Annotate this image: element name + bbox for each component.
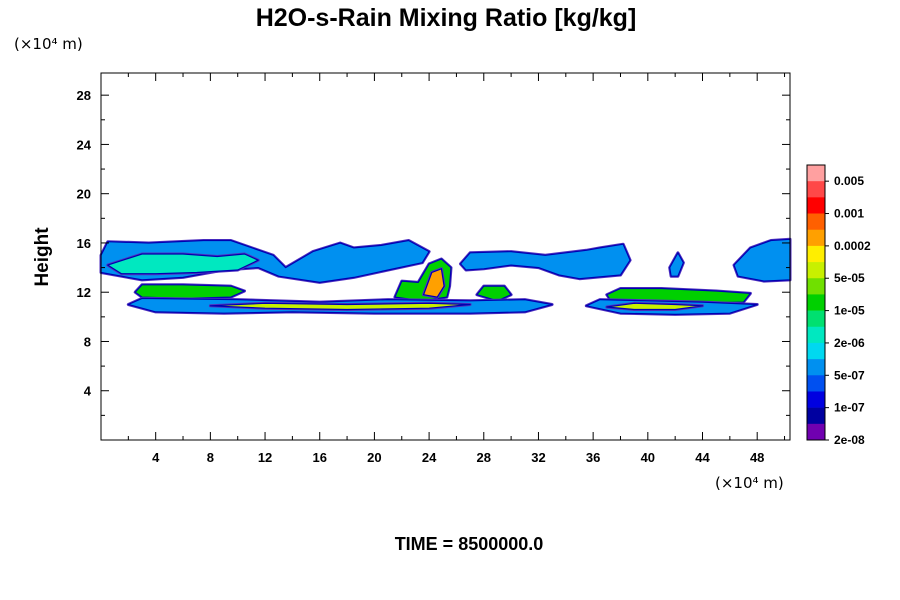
colorbar-swatch [807, 407, 825, 425]
colorbar-label-3: 5e-05 [834, 271, 865, 285]
colorbar-swatch [807, 391, 825, 408]
y-tick-label-4: 4 [84, 384, 92, 399]
x-unit-label: (×10⁴ m) [715, 474, 784, 492]
colorbar: 0.005 0.001 0.0002 5e-05 1e-05 2e-06 5e-07 1e-0… [806, 164, 871, 447]
colorbar-frame [806, 164, 826, 441]
plot-area [99, 237, 792, 316]
x-tick-label-40: 40 [641, 450, 655, 465]
y-tick-label-8: 8 [84, 334, 91, 349]
colorbar-swatch [807, 342, 825, 360]
contour-isolated-cell [668, 251, 685, 278]
x-tick-label-28: 28 [477, 450, 491, 465]
colorbar-swatch [807, 310, 825, 328]
y-axis-title: Height [32, 227, 53, 287]
colorbar-label-2: 0.0002 [834, 239, 871, 253]
colorbar-swatch [807, 326, 825, 344]
y-tick-label-20: 20 [77, 187, 91, 202]
contour-lower-band-west-core [208, 301, 472, 311]
contour-upper-band-east [459, 242, 632, 281]
colorbar-swatch [807, 375, 825, 392]
x-tick-label-24: 24 [422, 450, 437, 465]
colorbar-swatch [807, 278, 825, 295]
contour-mid-cluster-west [133, 283, 246, 300]
colorbar-swatch [807, 359, 825, 376]
y-tick-label-24: 24 [77, 137, 92, 152]
colorbar-swatch [807, 197, 825, 214]
colorbar-label-8: 2e-08 [834, 433, 865, 447]
chart-title: H2O-s-Rain Mixing Ratio [kg/kg] [256, 4, 637, 32]
colorbar-swatch [807, 165, 825, 182]
y-tick-label-12: 12 [77, 285, 91, 300]
contour-upper-band-far-east [732, 237, 792, 283]
colorbar-label-1: 0.001 [834, 207, 864, 221]
colorbar-swatch [807, 262, 825, 279]
x-tick-label-12: 12 [258, 450, 272, 465]
x-tick-label-44: 44 [695, 450, 710, 465]
colorbar-swatch [807, 181, 825, 198]
colorbar-swatch [807, 213, 825, 231]
colorbar-label-6: 5e-07 [834, 368, 865, 382]
y-tick-label-16: 16 [77, 236, 91, 251]
y-unit-label: (×10⁴ m) [14, 35, 83, 53]
y-tick-label-28: 28 [77, 88, 91, 103]
time-label: TIME = 8500000.0 [395, 534, 544, 554]
colorbar-label-7: 1e-07 [834, 401, 865, 415]
contour-upper-band-core [106, 252, 260, 276]
x-tick-label-8: 8 [207, 450, 214, 465]
colorbar-swatch [807, 294, 825, 311]
x-tick-label-16: 16 [312, 450, 326, 465]
colorbar-swatch [807, 229, 825, 247]
plot-frame [100, 72, 791, 441]
colorbar-label-5: 2e-06 [834, 336, 865, 350]
x-tick-label-48: 48 [750, 450, 764, 465]
contour-small-cell [475, 284, 513, 303]
x-tick-label-4: 4 [152, 450, 160, 465]
x-tick-label-20: 20 [367, 450, 381, 465]
contour-lower-band-east-core [605, 301, 704, 311]
colorbar-label-0: 0.005 [834, 174, 864, 188]
x-tick-label-32: 32 [531, 450, 545, 465]
colorbar-swatch [807, 245, 825, 263]
colorbar-swatch [807, 423, 825, 441]
x-tick-label-36: 36 [586, 450, 600, 465]
colorbar-label-4: 1e-05 [834, 304, 865, 318]
contour-convective-core [422, 267, 446, 299]
